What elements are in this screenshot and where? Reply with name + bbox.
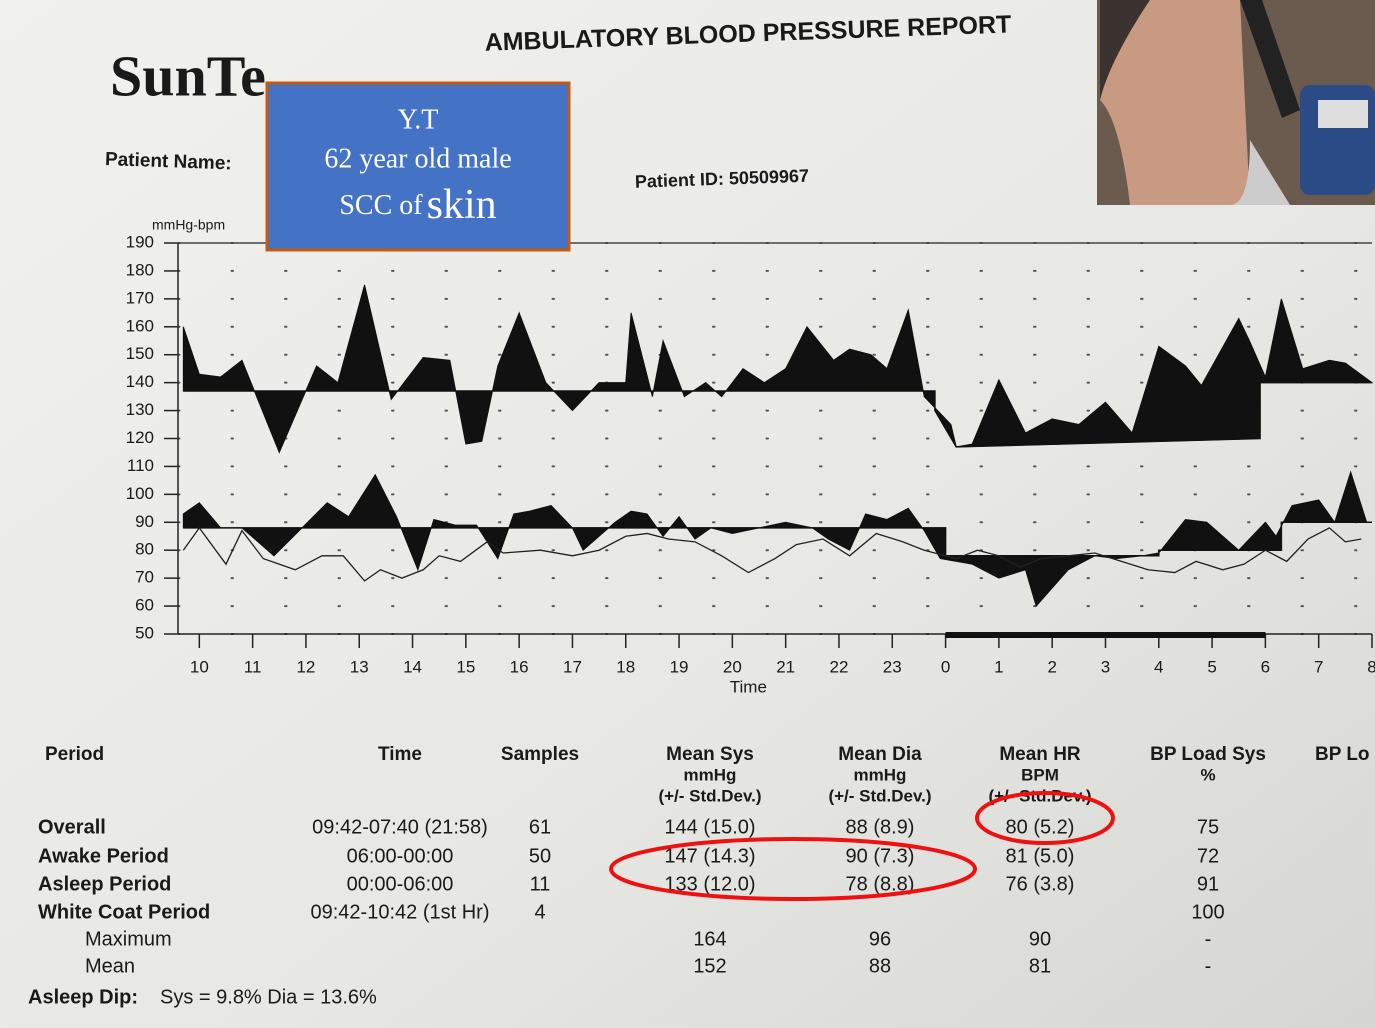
y-tick-label: 90 [135,512,154,531]
x-tick-label: 16 [510,657,529,676]
x-tick-label: 7 [1314,657,1323,676]
table-cell: 100 [1191,901,1224,923]
table-cell: 144 (15.0) [664,816,755,838]
patient-name-label: Patient Name: [105,149,232,174]
table-cell: 11 [530,873,551,895]
x-tick-label: 18 [616,657,635,676]
column-header: Mean Sys [666,744,754,765]
column-header: Mean Dia [838,744,922,765]
x-tick-label: 8 [1367,657,1375,676]
x-tick-label: 12 [296,657,315,676]
y-tick-label: 80 [135,540,154,559]
x-tick-label: 22 [830,657,849,676]
note-line: 62 year old male [324,143,511,174]
patient-note: Y.T 62 year old male SCC of skin [267,83,569,250]
column-header: BP Lo [1315,744,1370,765]
y-tick-label: 110 [127,456,154,475]
report-page: SunTe AMBULATORY BLOOD PRESSURE REPORT P… [0,0,1375,1028]
column-header: (+/- Std.Dev.) [658,786,761,805]
table-cell: - [1205,928,1212,950]
row-label: Overall [38,816,106,838]
x-tick-label: 14 [403,657,422,676]
diagnosis-site: skin [427,182,497,228]
logo: SunTe [110,43,266,108]
table-cell: 91 [1197,873,1219,895]
note-line: Y.T [398,104,439,135]
row-label: Asleep Period [38,873,171,895]
row-label: White Coat Period [38,901,210,923]
table-cell: 50 [529,845,551,867]
column-header: Time [378,744,422,765]
x-tick-label: 21 [776,657,795,676]
x-tick-label: 2 [1047,657,1056,676]
y-tick-label: 50 [135,623,154,642]
y-axis-label: mmHg-bpm [152,217,225,233]
x-tick-label: 6 [1261,657,1270,676]
table-cell: - [1205,955,1212,977]
table-cell: 75 [1197,816,1219,838]
column-header: Period [45,744,104,765]
footer-text: Sys = 9.8% Dia = 13.6% [160,986,377,1008]
table-cell: 61 [529,816,551,838]
table-cell: 00:00-06:00 [347,873,454,895]
table-cell: 81 (5.0) [1006,845,1075,867]
diagnosis-prefix: SCC of [339,190,423,221]
x-tick-label: 19 [670,657,689,676]
x-tick-label: 17 [563,657,582,676]
column-header: mmHg [684,765,737,784]
table-cell: 81 [1029,955,1051,977]
footer-label: Asleep Dip: [28,986,138,1008]
column-header: mmHg [854,765,907,784]
table-cell: 90 (7.3) [846,845,915,867]
y-tick-label: 100 [126,484,154,503]
y-tick-label: 140 [126,372,154,391]
x-axis-label: Time [730,677,767,696]
x-tick-label: 4 [1154,657,1163,676]
column-header: BPM [1021,765,1059,784]
table-cell: 147 (14.3) [664,845,755,867]
y-tick-label: 60 [135,596,154,615]
y-tick-label: 130 [126,400,154,419]
table-cell: 152 [693,955,726,977]
y-tick-label: 170 [126,288,154,307]
y-tick-label: 180 [126,260,154,279]
table-cell: 09:42-07:40 (21:58) [312,816,488,838]
y-tick-label: 120 [126,428,154,447]
table-cell: 76 (3.8) [1006,873,1075,895]
row-label: Maximum [85,928,172,950]
x-tick-label: 0 [941,657,950,676]
x-tick-label: 5 [1207,657,1216,676]
column-header: (+/- Std.Dev.) [828,786,931,805]
x-tick-label: 13 [350,657,369,676]
x-tick-label: 1 [994,657,1003,676]
column-header: Samples [501,744,579,765]
row-label: Awake Period [38,845,169,867]
asleep-band [946,632,1266,638]
table-cell: 88 (8.9) [846,816,915,838]
row-label: Mean [85,955,135,977]
table-cell: 88 [869,955,891,977]
table-cell: 09:42-10:42 (1st Hr) [311,901,490,923]
x-tick-label: 15 [456,657,475,676]
x-tick-label: 10 [190,657,209,676]
table-cell: 96 [869,928,891,950]
column-header: BP Load Sys [1150,744,1266,765]
patient-photo [1097,0,1375,205]
x-tick-label: 3 [1101,657,1110,676]
table-cell: 4 [534,901,545,923]
table-cell: 80 (5.2) [1006,816,1075,838]
y-tick-label: 70 [135,568,154,587]
x-tick-label: 11 [244,657,262,676]
y-tick-label: 150 [126,344,154,363]
column-header: Mean HR [999,744,1081,765]
table-cell: 90 [1029,928,1051,950]
x-tick-label: 23 [883,657,902,676]
column-header: % [1200,765,1215,784]
y-tick-label: 190 [126,232,154,251]
table-cell: 06:00-00:00 [347,845,454,867]
table-cell: 72 [1197,845,1219,867]
y-tick-label: 160 [126,316,154,335]
x-tick-label: 20 [723,657,742,676]
table-cell: 164 [693,928,726,950]
